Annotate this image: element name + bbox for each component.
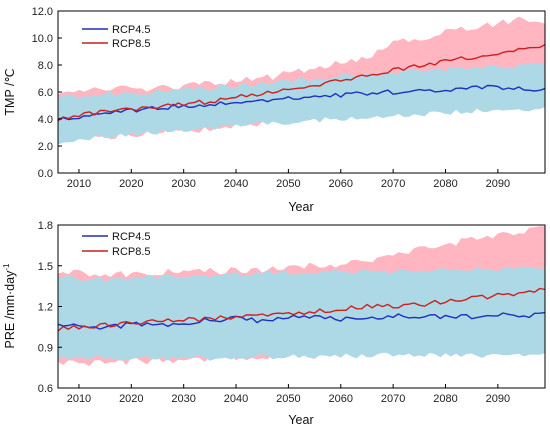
x-tick-label: 2060 [329, 178, 353, 190]
y-tick-label: 12.0 [32, 6, 53, 18]
x-tick-label: 2050 [276, 178, 300, 190]
y-axis-title: TMP /℃ [3, 68, 17, 115]
line-rcp45 [57, 84, 546, 121]
x-tick-label: 2040 [224, 393, 248, 405]
y-tick-label: 0.9 [38, 342, 53, 354]
x-tick-label: 2020 [119, 393, 143, 405]
x-tick-label: 2070 [381, 393, 405, 405]
x-axis-title: Year [288, 413, 313, 427]
x-tick-label: 2060 [329, 393, 353, 405]
legend-label-rcp85: RCP8.5 [112, 38, 151, 50]
y-tick-label: 6.0 [38, 87, 53, 99]
legend-label-rcp45: RCP4.5 [112, 231, 151, 243]
x-tick-label: 2090 [486, 393, 510, 405]
x-axis-ticks: 2010 2020 2030 2040 2050 2060 2070 2080 2090 [67, 169, 510, 190]
x-tick-label: 2080 [433, 393, 457, 405]
y-tick-label: 4.0 [38, 114, 53, 126]
x-tick-label: 2030 [171, 393, 195, 405]
legend-label-rcp45: RCP4.5 [112, 24, 151, 36]
series-lines [57, 287, 546, 332]
legend: RCP4.5 RCP8.5 [82, 231, 151, 258]
line-rcp85 [57, 287, 546, 332]
y-axis-ticks: 0.6 0.9 1.2 1.5 1.8 [38, 220, 62, 395]
x-tick-label: 2050 [276, 393, 300, 405]
x-tick-label: 2070 [381, 178, 405, 190]
series-lines [57, 43, 546, 122]
y-tick-label: 10.0 [32, 33, 53, 45]
legend-label-rcp85: RCP8.5 [112, 246, 151, 258]
y-tick-label: 1.5 [38, 261, 53, 273]
y-axis-title: PRE /mm·day-1 [2, 263, 17, 348]
x-tick-label: 2010 [67, 178, 91, 190]
uncertainty-bands [58, 16, 545, 145]
y-axis-title-superscript: -1 [2, 263, 11, 271]
x-tick-label: 2030 [171, 178, 195, 190]
x-tick-label: 2040 [224, 178, 248, 190]
line-rcp85 [57, 43, 546, 122]
y-tick-label: 1.8 [38, 220, 53, 232]
legend: RCP4.5 RCP8.5 [82, 24, 151, 50]
x-tick-label: 2080 [433, 178, 457, 190]
x-tick-label: 2020 [119, 178, 143, 190]
x-tick-label: 2010 [67, 393, 91, 405]
y-tick-label: 8.0 [38, 60, 53, 72]
y-axis-ticks: 0.0 2.0 4.0 6.0 8.0 10.0 12.0 [32, 6, 62, 180]
y-axis-title-main: PRE /mm·day [3, 270, 17, 349]
y-tick-label: 2.0 [38, 141, 53, 153]
y-tick-label: 0.6 [38, 383, 53, 395]
x-axis-ticks: 2010 2020 2030 2040 2050 2060 2070 2080 2090 [67, 384, 510, 405]
x-tick-label: 2090 [486, 178, 510, 190]
x-axis-title: Year [288, 200, 313, 214]
precipitation-chart-panel: 2010 2020 2030 2040 2050 2060 2070 2080 2090 0.6… [2, 220, 546, 427]
temperature-chart-panel: 2010 2020 2030 2040 2050 2060 2070 2080 2090 0.0… [3, 6, 546, 214]
band-rcp45 [58, 62, 545, 145]
y-tick-label: 1.2 [38, 302, 53, 314]
y-tick-label: 0.0 [38, 168, 53, 180]
